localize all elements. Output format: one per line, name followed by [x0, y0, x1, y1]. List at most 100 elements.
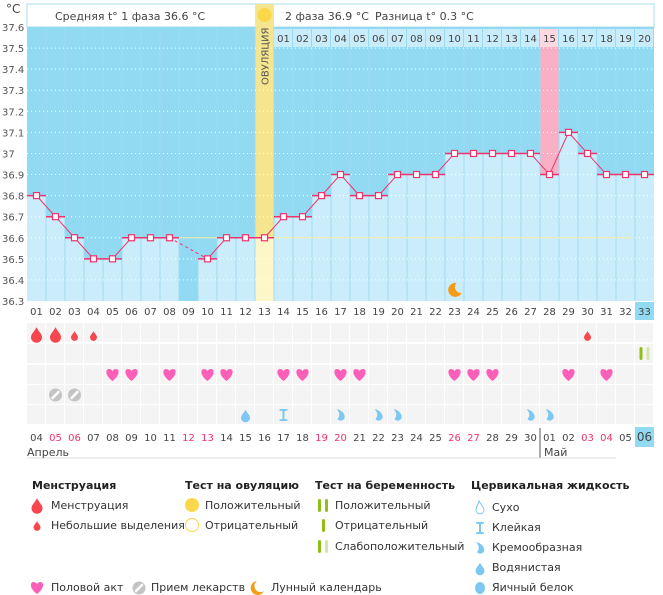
symbol-cell: [217, 405, 235, 424]
menstruation-light-icon: [90, 331, 97, 341]
phase1-average: Средняя t° 1 фаза 36.6 °C: [55, 10, 205, 23]
calendar-date-label: 28: [486, 433, 499, 444]
temperature-point: [393, 170, 402, 179]
phase2-day-cell: [464, 29, 482, 47]
symbol-cell: [122, 405, 140, 424]
phase2-day-cell: [521, 29, 539, 47]
symbol-cell: [597, 344, 615, 363]
pill-icon-stripe: [51, 390, 60, 400]
legend-medication: Прием лекарств: [151, 581, 246, 594]
menstruation-heavy-icon: [50, 327, 61, 343]
current-day-highlight: [635, 302, 654, 320]
symbol-cell: [464, 405, 482, 424]
heart-icon: [163, 369, 176, 381]
y-tick-label: 37.3: [2, 86, 24, 97]
y-tick-label: 36.8: [2, 192, 24, 203]
legend-heart-icon: [30, 582, 44, 594]
calendar-date-label: 21: [353, 433, 366, 444]
heart-icon: [353, 369, 366, 381]
temperature-point: [317, 192, 326, 200]
symbol-cell: [502, 405, 520, 424]
legend-ovulation-negative-icon: [185, 518, 199, 532]
cycle-day-label: 31: [600, 307, 613, 318]
legend-ovulation-title: Тест на овуляцию: [185, 479, 299, 492]
cycle-day-label: 32: [619, 307, 632, 318]
symbol-cell: [274, 385, 292, 404]
temperature-point: [32, 192, 41, 200]
calendar-date-label: 18: [296, 433, 309, 444]
pregnancy-test-weak-icon-faint: [646, 347, 650, 360]
calendar-date-label: 08: [106, 433, 119, 444]
temperature-bar: [369, 195, 388, 301]
phase2-day-cell: [312, 29, 330, 47]
legend-fluid-eggwhite-icon: [475, 582, 485, 594]
symbol-cell: [141, 385, 159, 404]
temperature-point: [564, 128, 573, 136]
symbol-cell: [616, 323, 634, 342]
pregnancy-test-weak-icon: [639, 347, 643, 360]
calendar-date-label: 26: [448, 433, 461, 444]
symbol-cell: [369, 323, 387, 342]
temperature-bar: [236, 237, 255, 301]
symbol-cell: [483, 385, 501, 404]
phase2-day-cell: [274, 29, 292, 47]
phase2-day-label: 03: [315, 34, 328, 45]
temperature-bar: [160, 237, 179, 301]
phase2-day-cell: [445, 29, 463, 47]
symbol-cell: [274, 344, 292, 363]
symbol-cell: [426, 344, 444, 363]
legend-fluid-watery: Водянистая: [492, 561, 561, 574]
symbol-cell: [65, 405, 83, 424]
symbol-cell: [179, 385, 197, 404]
symbol-cell: [160, 344, 178, 363]
phase2-day-cell: [407, 29, 425, 47]
symbol-cell: [331, 385, 349, 404]
symbol-cell: [616, 344, 634, 363]
legend-moon: Лунный календарь: [271, 581, 382, 594]
symbol-cell: [103, 344, 121, 363]
temperature-point: [279, 213, 288, 221]
symbol-cell: [255, 323, 273, 342]
phase2-day-cell: [616, 29, 634, 47]
temperature-point: [412, 170, 421, 179]
phase2-day-cell: [293, 29, 311, 47]
symbol-cell: [388, 385, 406, 404]
symbol-cell: [179, 323, 197, 342]
temperature-chart: Средняя t° 1 фаза 36.6 °C 2 фаза 36.9 °C Р…: [2, 3, 655, 459]
legend-ovulation-positive: Положительный: [205, 499, 301, 512]
calendar-date-label: 25: [429, 433, 442, 444]
unit-label: °C: [6, 2, 21, 16]
temperature-line-segment: [169, 237, 208, 260]
symbol-cell: [65, 365, 83, 384]
temperature-point: [431, 170, 440, 179]
symbol-cell: [445, 405, 463, 424]
symbol-cell: [445, 323, 463, 342]
symbol-cell: [559, 344, 577, 363]
symbol-cell: [217, 344, 235, 363]
symbol-cell: [160, 385, 178, 404]
symbol-cell: [27, 385, 45, 404]
symbol-cell: [616, 405, 634, 424]
symbol-cell: [464, 385, 482, 404]
symbol-cell: [274, 323, 292, 342]
fluid-creamy-icon: [526, 409, 535, 421]
legend-fluid-eggwhite: Яичный белок: [492, 581, 574, 594]
symbol-cell: [635, 405, 653, 424]
temperature-point: [374, 192, 383, 200]
y-tick-label: 37.6: [2, 23, 24, 34]
temperature-bar: [635, 174, 654, 301]
legend-fluid-dry-icon: [475, 499, 485, 515]
cycle-day-label: 23: [448, 307, 461, 318]
symbol-cell: [312, 385, 330, 404]
symbol-cell: [578, 385, 596, 404]
symbol-cell: [502, 323, 520, 342]
symbol-cell: [84, 344, 102, 363]
legend-pill-icon-stripe: [134, 583, 144, 593]
symbol-cell: [46, 405, 64, 424]
symbol-cell: [635, 323, 653, 342]
y-tick-label: 36.5: [2, 255, 24, 266]
legend-pregnancy-weak: Слабоположительный: [335, 540, 465, 553]
calendar-date-label: 06: [637, 430, 652, 444]
temperature-point: [146, 234, 155, 242]
legend-pregnancy-title: Тест на беременность: [315, 479, 456, 492]
